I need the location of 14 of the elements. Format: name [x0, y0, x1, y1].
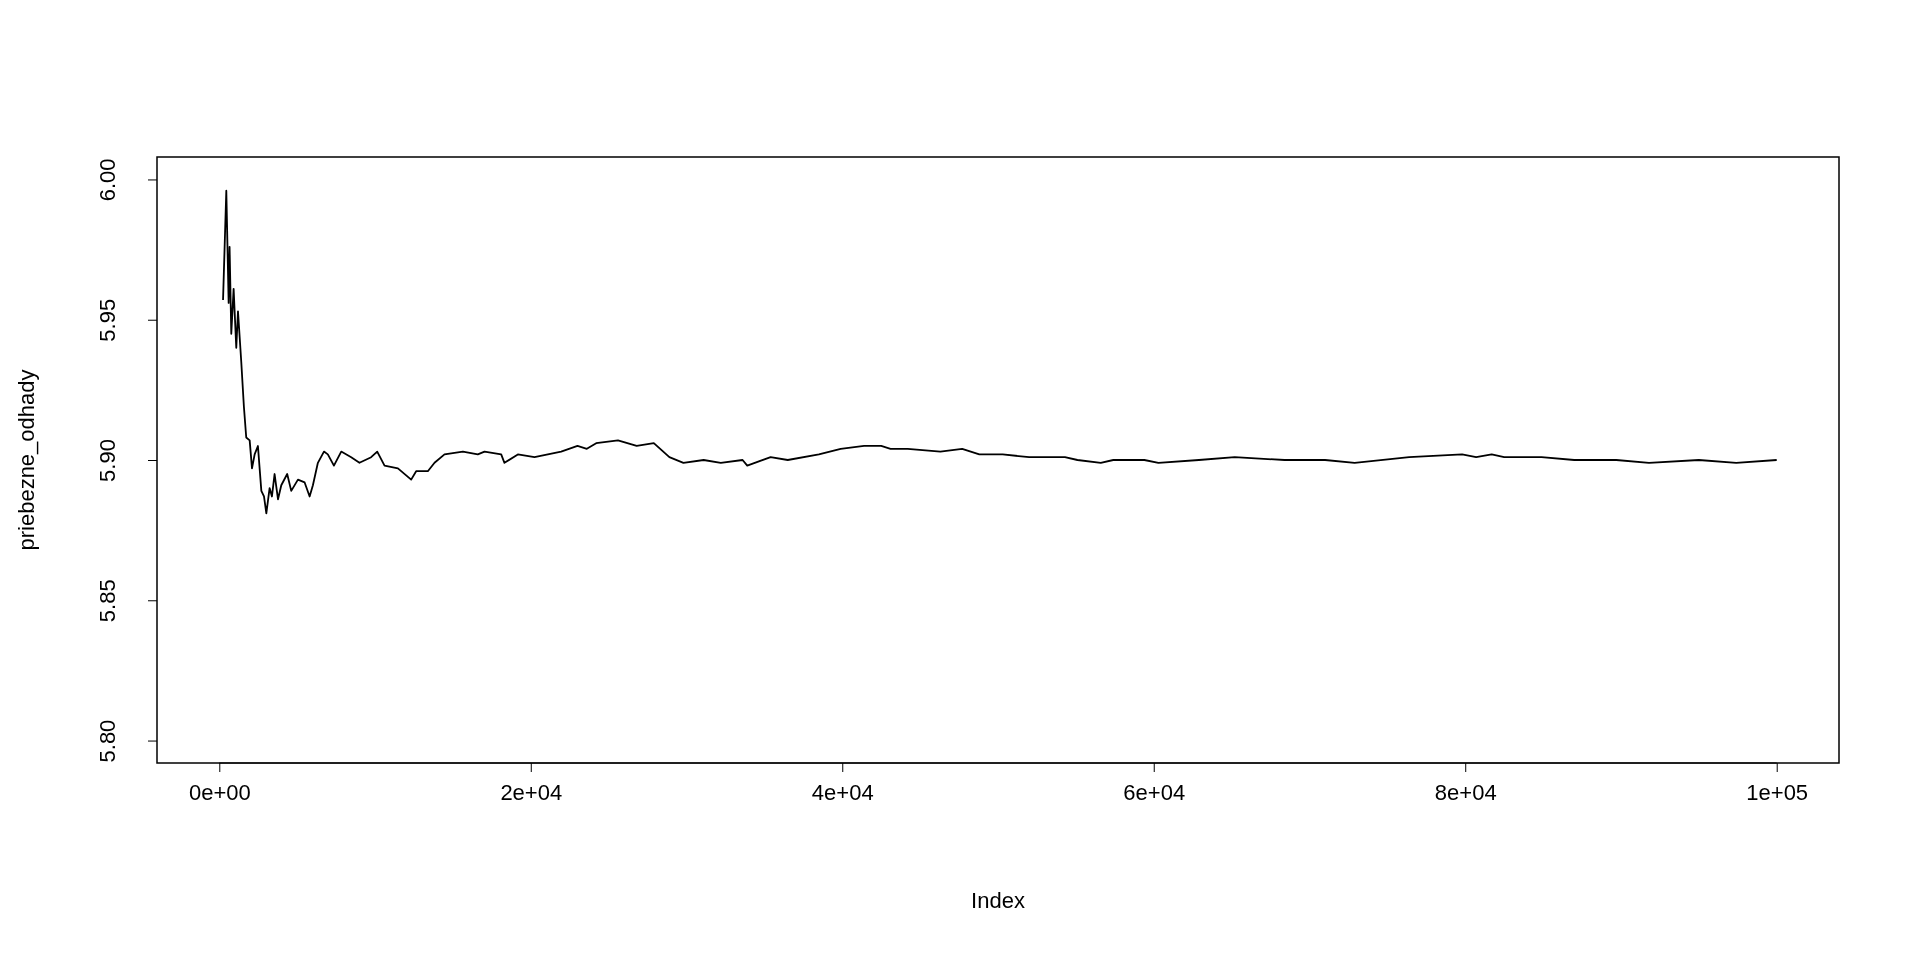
y-tick-label: 5.95: [94, 298, 120, 342]
line-series: [222, 189, 1778, 515]
y-tick-label: 5.90: [94, 439, 120, 482]
y-tick-label: 5.85: [94, 579, 120, 623]
x-tick-label: 2e+04: [500, 779, 563, 805]
x-tick-label: 8e+04: [1434, 779, 1497, 805]
x-tick-label: 4e+04: [811, 779, 874, 805]
y-axis-title: priebezne_odhady: [14, 369, 39, 551]
x-tick-label: 1e+05: [1746, 779, 1809, 805]
x-tick-label: 6e+04: [1123, 779, 1186, 805]
y-tick-label: 6.00: [94, 158, 120, 202]
y-tick-label: 5.80: [94, 719, 120, 763]
x-tick-label: 0e+00: [188, 779, 251, 805]
x-axis-title: Index: [971, 888, 1025, 913]
